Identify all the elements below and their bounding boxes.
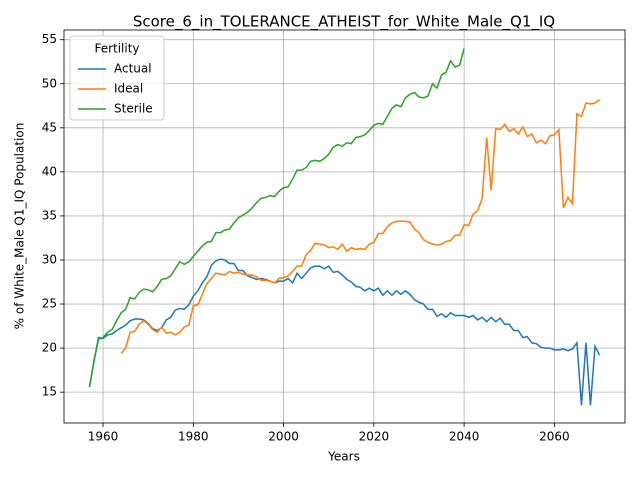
x-tick-label: 1960 [88, 430, 119, 444]
x-tick-label: 2020 [359, 430, 390, 444]
plot-frame [63, 29, 626, 424]
x-tick-label: 1980 [178, 430, 209, 444]
legend-box [69, 35, 165, 121]
y-axis-label: % of White_Male Q1_IQ Population [13, 123, 27, 330]
y-tick-label: 25 [42, 297, 57, 311]
y-tick-label: 55 [42, 32, 57, 46]
data-line [120, 99, 600, 354]
legend-label: Sterile [114, 102, 153, 116]
y-tick-label: 15 [42, 385, 57, 399]
chart-title: Score_6_in_TOLERANCE_ATHEIST_for_White_M… [133, 13, 555, 32]
y-tick-label: 50 [42, 76, 57, 90]
legend-label: Ideal [114, 82, 143, 96]
legend-label: Actual [114, 62, 152, 76]
x-tick-label: 2060 [539, 430, 570, 444]
y-tick-label: 45 [42, 120, 57, 134]
x-tick-label: 2000 [268, 430, 299, 444]
x-axis-label: Years [327, 450, 360, 464]
data-line [88, 48, 465, 387]
data-line [88, 258, 601, 406]
legend-title: Fertility [94, 42, 139, 56]
y-tick-label: 35 [42, 208, 57, 222]
y-tick-label: 40 [42, 164, 57, 178]
y-tick-label: 30 [42, 252, 57, 266]
y-tick-label: 20 [42, 341, 57, 355]
x-tick-label: 2040 [449, 430, 480, 444]
